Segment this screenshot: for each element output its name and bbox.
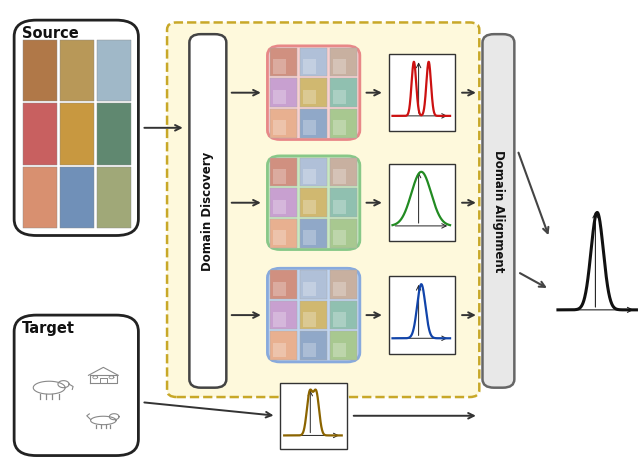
Bar: [333, 90, 346, 104]
FancyBboxPatch shape: [14, 315, 138, 455]
Bar: [333, 169, 346, 184]
Bar: [330, 78, 357, 107]
Bar: [273, 230, 287, 245]
Bar: [333, 121, 346, 135]
Bar: [303, 59, 316, 73]
Text: Domain Alignment: Domain Alignment: [492, 150, 505, 272]
Bar: [330, 219, 357, 248]
Bar: [303, 121, 316, 135]
Bar: [97, 40, 131, 101]
Bar: [330, 48, 357, 76]
Bar: [330, 331, 357, 360]
Bar: [330, 109, 357, 138]
Bar: [330, 158, 357, 187]
Bar: [273, 59, 287, 73]
Bar: [333, 59, 346, 73]
Text: Target: Target: [22, 321, 75, 336]
Bar: [388, 276, 456, 354]
Bar: [300, 48, 327, 76]
Bar: [300, 270, 327, 299]
Text: Source: Source: [22, 26, 79, 41]
FancyBboxPatch shape: [268, 156, 360, 250]
Bar: [333, 230, 346, 245]
FancyBboxPatch shape: [483, 34, 515, 388]
Bar: [270, 48, 298, 76]
Bar: [300, 188, 327, 217]
Bar: [273, 90, 287, 104]
Bar: [333, 343, 346, 357]
Bar: [333, 282, 346, 296]
Bar: [330, 301, 357, 329]
FancyBboxPatch shape: [189, 34, 227, 388]
Bar: [280, 383, 347, 448]
Bar: [97, 103, 131, 165]
Bar: [270, 109, 298, 138]
Bar: [300, 78, 327, 107]
FancyBboxPatch shape: [167, 23, 479, 397]
Bar: [23, 40, 57, 101]
FancyBboxPatch shape: [268, 268, 360, 362]
Bar: [273, 200, 287, 214]
FancyBboxPatch shape: [268, 46, 360, 139]
Bar: [270, 331, 298, 360]
Bar: [97, 167, 131, 228]
Bar: [60, 40, 94, 101]
Bar: [23, 167, 57, 228]
Bar: [270, 270, 298, 299]
Bar: [300, 331, 327, 360]
Text: Domain Discovery: Domain Discovery: [202, 151, 214, 270]
Bar: [303, 230, 316, 245]
Bar: [303, 90, 316, 104]
Bar: [300, 301, 327, 329]
Bar: [333, 312, 346, 326]
Bar: [300, 158, 327, 187]
Bar: [303, 169, 316, 184]
Bar: [330, 270, 357, 299]
Bar: [300, 109, 327, 138]
Bar: [23, 103, 57, 165]
Bar: [388, 54, 456, 131]
Bar: [60, 167, 94, 228]
Bar: [273, 282, 287, 296]
Bar: [303, 200, 316, 214]
Bar: [60, 103, 94, 165]
Bar: [333, 200, 346, 214]
FancyBboxPatch shape: [14, 20, 138, 236]
Bar: [388, 164, 456, 241]
Bar: [273, 312, 287, 326]
Bar: [270, 188, 298, 217]
Bar: [270, 301, 298, 329]
Bar: [273, 169, 287, 184]
Bar: [300, 219, 327, 248]
Bar: [270, 78, 298, 107]
Bar: [330, 188, 357, 217]
Bar: [303, 312, 316, 326]
Bar: [303, 343, 316, 357]
Bar: [303, 282, 316, 296]
Bar: [273, 121, 287, 135]
Bar: [270, 158, 298, 187]
Bar: [270, 219, 298, 248]
Bar: [273, 343, 287, 357]
